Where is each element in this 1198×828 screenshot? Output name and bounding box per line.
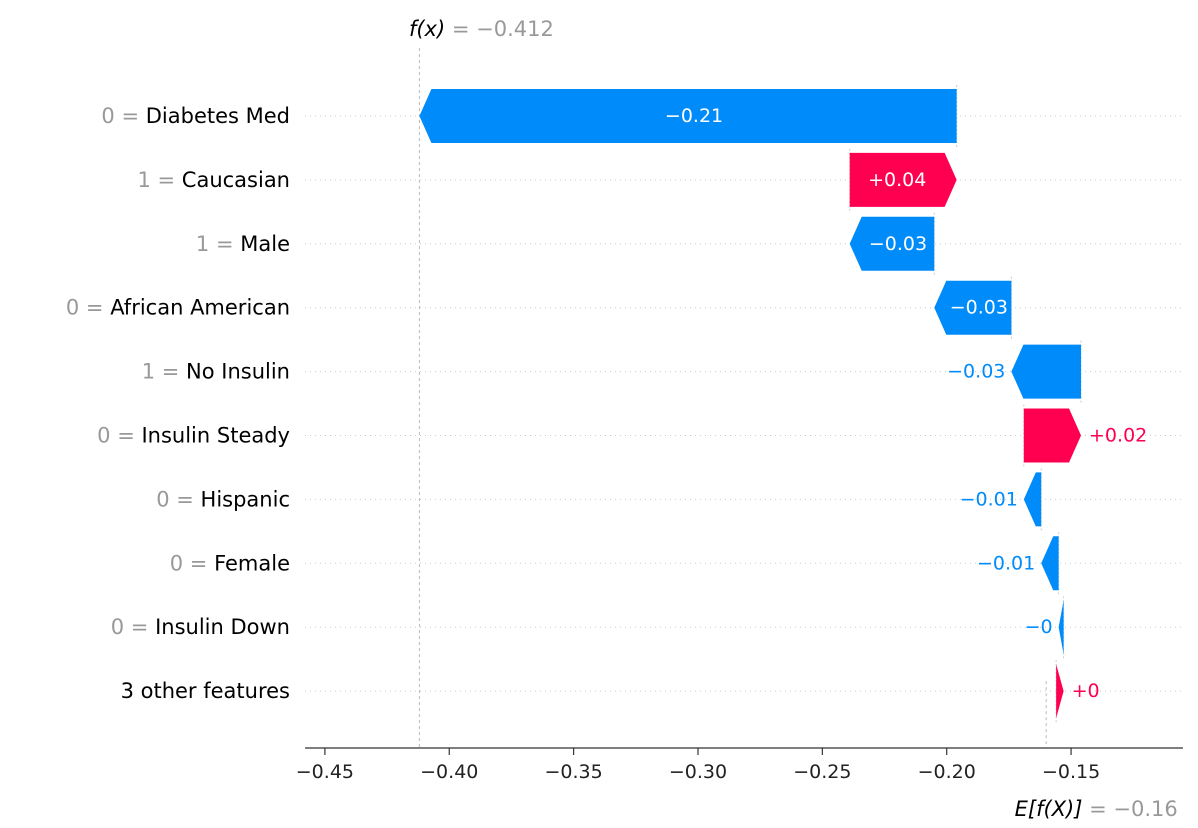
feature-name: Hispanic xyxy=(201,487,290,511)
feature-equals: = xyxy=(183,551,214,575)
bar-value-label: −0 xyxy=(1025,616,1053,638)
feature-name: Insulin Down xyxy=(155,615,290,639)
bar-hispanic xyxy=(1023,472,1042,527)
feature-label: 0 = Diabetes Med xyxy=(101,104,290,128)
x-tick-label: −0.35 xyxy=(545,761,603,783)
feature-value: 0 xyxy=(66,296,79,320)
x-tick-label: −0.30 xyxy=(669,761,727,783)
feature-value: 1 xyxy=(142,360,155,384)
feature-label: 1 = Male xyxy=(196,232,290,256)
bar-value-label: −0.01 xyxy=(960,488,1018,510)
bar-insulin-steady xyxy=(1023,408,1082,463)
bar-value-label: −0.01 xyxy=(977,552,1035,574)
final-value-prefix: f(x) xyxy=(409,17,445,41)
feature-name: 3 other features xyxy=(121,679,290,703)
feature-value: 0 xyxy=(156,487,169,511)
bar-caucasian xyxy=(849,152,957,207)
reference-lines xyxy=(418,48,1082,748)
x-tick-label: −0.40 xyxy=(420,761,478,783)
bar-value-label: −0.03 xyxy=(869,233,927,255)
feature-equals: = xyxy=(124,615,155,639)
bar-female xyxy=(1041,536,1059,591)
x-tick-label: −0.15 xyxy=(1042,761,1100,783)
bar-value-label: −0.03 xyxy=(947,361,1005,383)
feature-equals: = xyxy=(170,487,201,511)
bar-value-label: +0.02 xyxy=(1089,425,1147,447)
feature-value: 1 xyxy=(137,168,150,192)
bar-value-label: −0.03 xyxy=(950,297,1008,319)
feature-equals: = xyxy=(209,232,240,256)
feature-value: 0 xyxy=(101,104,114,128)
bar-value-label: +0 xyxy=(1072,680,1100,702)
feature-label: 0 = Insulin Steady xyxy=(97,424,290,448)
feature-name: African American xyxy=(110,296,290,320)
feature-name: Caucasian xyxy=(182,168,290,192)
bar-3-other-features xyxy=(1056,664,1064,719)
annotations: f(x) = −0.412 E[f(X)] = −0.16 xyxy=(409,17,1178,821)
feature-label: 0 = African American xyxy=(66,296,290,320)
row-gridlines xyxy=(305,115,1183,692)
x-tick-label: −0.45 xyxy=(296,761,354,783)
feature-label: 1 = Caucasian xyxy=(137,168,290,192)
bar-diabetes-med xyxy=(419,89,957,143)
feature-value: 0 xyxy=(170,551,183,575)
x-tick-label: −0.20 xyxy=(918,761,976,783)
bars: −0.21 +0.04 −0.03 −0.03 −0.03 +0.02 −0.01 −0.01… xyxy=(419,89,1147,719)
feature-equals: = xyxy=(79,296,110,320)
bar-value-label: −0.21 xyxy=(665,105,723,127)
base-value-label: E[f(X)] = −0.16 xyxy=(1015,797,1178,821)
feature-value: 0 xyxy=(97,424,110,448)
base-value-text: = −0.16 xyxy=(1082,797,1177,821)
final-value-label: f(x) = −0.412 xyxy=(409,17,554,41)
bar-value-label: +0.04 xyxy=(868,169,926,191)
bar-male xyxy=(849,216,935,271)
bar-insulin-down xyxy=(1058,600,1064,655)
feature-value: 1 xyxy=(196,232,209,256)
feature-name: Diabetes Med xyxy=(146,104,290,128)
feature-name: Insulin Steady xyxy=(141,424,290,448)
feature-name: No Insulin xyxy=(186,360,290,384)
feature-equals: = xyxy=(111,424,142,448)
base-value-prefix: E[f(X)] xyxy=(1015,797,1083,821)
feature-name: Male xyxy=(240,232,290,256)
feature-equals: = xyxy=(155,360,186,384)
feature-name: Female xyxy=(214,551,290,575)
feature-label: 0 = Insulin Down xyxy=(111,615,290,639)
feature-equals: = xyxy=(151,168,182,192)
bar-no-insulin xyxy=(1011,344,1082,399)
feature-value: 0 xyxy=(111,615,124,639)
x-axis: −0.45 −0.40 −0.35 −0.30 −0.25 −0.20 −0.15 xyxy=(296,747,1183,783)
x-tick-label: −0.25 xyxy=(793,761,851,783)
bar-african-american xyxy=(934,280,1012,335)
final-value-text: = −0.412 xyxy=(445,17,554,41)
feature-label: 1 = No Insulin xyxy=(142,360,290,384)
feature-label: 3 other features xyxy=(121,679,290,703)
feature-equals: = xyxy=(115,104,146,128)
feature-label: 0 = Female xyxy=(170,551,290,575)
feature-label: 0 = Hispanic xyxy=(156,487,290,511)
